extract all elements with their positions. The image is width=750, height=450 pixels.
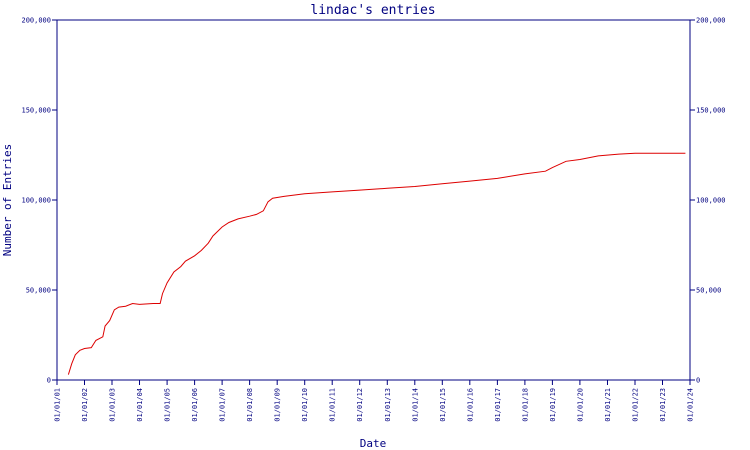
x-tick-label: 01/01/02 [81,388,89,422]
x-tick-label: 01/01/20 [576,388,584,422]
x-tick-label: 01/01/14 [411,388,419,422]
x-tick-label: 01/01/07 [219,388,227,422]
x-tick-label: 01/01/09 [274,388,282,422]
x-tick-label: 01/01/04 [136,388,144,422]
y-tick-label-left: 200,000 [21,17,51,25]
chart-title: lindac's entries [310,3,435,18]
y-axis-right: 0 50,000 100,000 150,000 200,000 [690,17,726,385]
series-layer [67,152,686,375]
x-tick-label: 01/01/12 [356,388,364,422]
x-tick-label: 01/01/21 [604,388,612,422]
x-tick-label: 01/01/06 [191,388,199,422]
x-tick-label: 01/01/08 [246,388,254,422]
x-tick-label: 01/01/10 [301,388,309,422]
y-axis-left: 0 50,000 100,000 150,000 200,000 [21,17,57,385]
x-tick-label: 01/01/03 [109,388,117,422]
x-tick-label: 01/01/16 [466,388,474,422]
y-tick-label-left: 150,000 [21,107,51,115]
x-tick-label: 01/01/23 [659,388,667,422]
x-tick-label: 01/01/24 [687,388,695,422]
y-tick-label-right: 150,000 [696,107,726,115]
y-tick-label-right: 100,000 [696,197,726,205]
x-tick-label: 01/01/05 [164,388,172,422]
x-tick-label: 01/01/18 [521,388,529,422]
x-tick-label: 01/01/22 [631,388,639,422]
y-tick-label-left: 0 [47,377,51,385]
x-axis-title: Date [360,437,387,450]
y-tick-label-left: 50,000 [26,287,51,295]
x-tick-label: 01/01/15 [439,388,447,422]
series-line-0 [67,152,686,375]
y-axis-title: Number of Entries [1,144,14,257]
x-tick-label: 01/01/17 [494,388,502,422]
x-tick-label: 01/01/11 [329,388,337,422]
x-tick-label: 01/01/13 [384,388,392,422]
y-tick-label-right: 200,000 [696,17,726,25]
y-tick-label-left: 100,000 [21,197,51,205]
y-tick-label-right: 0 [696,377,700,385]
y-tick-label-right: 50,000 [696,287,721,295]
x-tick-label: 01/01/01 [54,388,62,422]
x-axis: 01/01/01 01/01/02 01/01/03 01/01/04 01/01/05… [54,380,695,422]
plot-border [56,19,691,381]
x-tick-label: 01/01/19 [549,388,557,422]
plot-frame [56,19,691,381]
